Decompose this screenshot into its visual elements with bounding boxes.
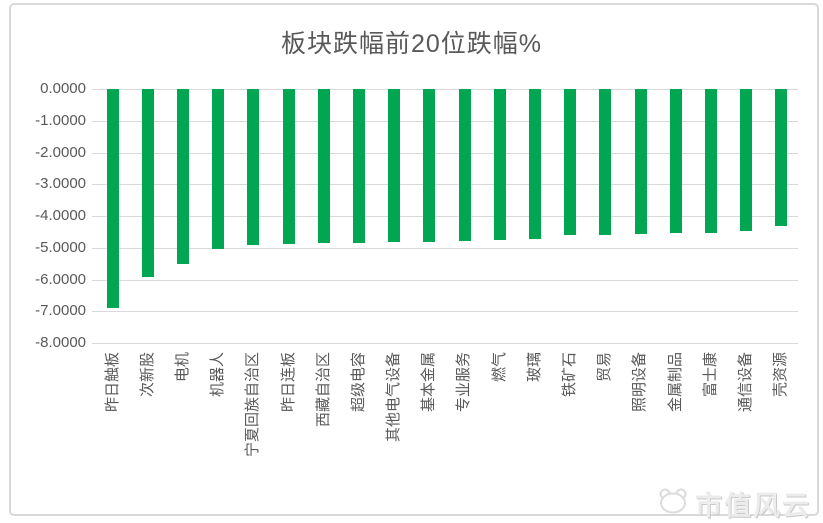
bar-铁矿石	[564, 89, 577, 236]
bar-机器人	[212, 89, 225, 250]
bar-超级电容	[353, 89, 365, 243]
gridline	[92, 343, 798, 345]
x-axis-category-label: 昨日连板	[279, 352, 297, 413]
bar-富士康	[705, 89, 717, 233]
y-axis-tick-label: -6.0000	[35, 270, 86, 288]
x-axis-category-label: 壳资源	[772, 352, 790, 398]
bar-基本金属	[423, 89, 436, 242]
x-axis-label-column: 富士康	[693, 352, 728, 502]
x-axis-label-column: 玻璃	[517, 352, 552, 502]
gridline	[92, 216, 798, 218]
watermark-text: 市值风云	[695, 491, 811, 521]
x-axis-category-label: 其他电气设备	[385, 352, 403, 443]
x-axis-category-label: 机器人	[209, 352, 227, 398]
x-axis-label-column: 次新股	[130, 352, 165, 502]
y-axis-tick-label: -2.0000	[35, 143, 86, 161]
gridline	[92, 279, 798, 281]
y-axis-tick-label: -8.0000	[35, 334, 86, 352]
x-axis-category-label: 超级电容	[349, 352, 367, 413]
gridline	[92, 184, 798, 186]
x-axis-label-column: 壳资源	[764, 352, 799, 502]
x-axis-label-column: 专业服务	[447, 352, 482, 502]
x-axis-category-label: 昨日触板	[103, 352, 121, 413]
x-axis-label-column: 通信设备	[728, 352, 763, 502]
bar-专业服务	[458, 89, 471, 241]
x-axis-label-column: 超级电容	[341, 352, 376, 502]
x-axis-label-column: 基本金属	[412, 352, 447, 502]
watermark: 市值风云	[656, 484, 811, 523]
x-axis-category-label: 金属制品	[666, 352, 684, 413]
cloud-panda-logo-icon	[656, 486, 690, 521]
x-axis-category-label: 贸易	[596, 352, 614, 383]
x-axis-category-label: 铁矿石	[561, 352, 579, 398]
x-axis-category-label: 燃气	[490, 352, 508, 383]
gridline	[92, 120, 798, 122]
bar-照明设备	[634, 89, 647, 234]
x-axis-category-label: 专业服务	[455, 352, 473, 413]
x-axis-category-label: 富士康	[701, 352, 719, 398]
y-axis-tick-label: -4.0000	[35, 207, 86, 225]
x-axis-category-label: 电机	[173, 352, 191, 383]
bar-通信设备	[740, 89, 753, 232]
y-axis-tick-label: -1.0000	[35, 111, 86, 129]
bar-玻璃	[529, 89, 541, 240]
x-axis-label-column: 金属制品	[658, 352, 693, 502]
bar-宁夏回族自治区	[247, 89, 260, 245]
bar-金属制品	[669, 89, 682, 234]
y-axis-tick-label: 0.0000	[40, 80, 86, 97]
gridline	[92, 89, 798, 90]
x-axis-label-column: 贸易	[588, 352, 623, 502]
bar-电机	[177, 89, 189, 264]
chart-title: 板块跌幅前20位跌幅%	[280, 30, 543, 58]
x-axis-category-label: 宁夏回族自治区	[244, 352, 262, 458]
x-axis-label-column: 昨日触板	[95, 352, 130, 502]
x-axis-label-column: 机器人	[201, 352, 236, 502]
bar-次新股	[141, 89, 154, 278]
y-axis-tick-label: -7.0000	[35, 302, 86, 320]
gridline	[92, 311, 798, 313]
x-axis-category-label: 次新股	[138, 352, 156, 398]
x-axis-label-column: 电机	[165, 352, 200, 502]
bar-昨日触板	[106, 89, 119, 309]
x-axis-label-column: 西藏自治区	[306, 352, 341, 502]
x-axis-category-label: 玻璃	[525, 352, 543, 383]
x-axis-category-label: 西藏自治区	[314, 352, 332, 428]
bar-贸易	[599, 89, 612, 235]
x-axis-label-column: 燃气	[482, 352, 517, 502]
x-axis-label-column: 宁夏回族自治区	[236, 352, 271, 502]
x-axis-category-label: 照明设备	[631, 352, 649, 413]
bar-燃气	[493, 89, 506, 240]
bar-昨日连板	[282, 89, 295, 245]
gridline	[92, 247, 798, 249]
x-axis-label-column: 铁矿石	[552, 352, 587, 502]
gridline	[92, 152, 798, 154]
bar-其他电气设备	[388, 89, 401, 243]
y-axis-tick-label: -3.0000	[35, 175, 86, 193]
bar-西藏自治区	[317, 89, 330, 244]
bar-壳资源	[775, 89, 788, 226]
x-axis-label-column: 照明设备	[623, 352, 658, 502]
x-axis-category-label: 基本金属	[420, 352, 438, 413]
bars	[95, 89, 799, 343]
x-axis-label-column: 其他电气设备	[377, 352, 412, 502]
x-axis-label-column: 昨日连板	[271, 352, 306, 502]
x-axis-category-label: 通信设备	[736, 352, 754, 413]
x-axis-labels: 昨日触板 次新股 电机 机器人 宁夏回族自治区 昨日连板 西藏自治区 超级电容 其他电气设备 基本…	[95, 352, 799, 502]
y-axis-tick-label: -5.0000	[35, 238, 86, 256]
